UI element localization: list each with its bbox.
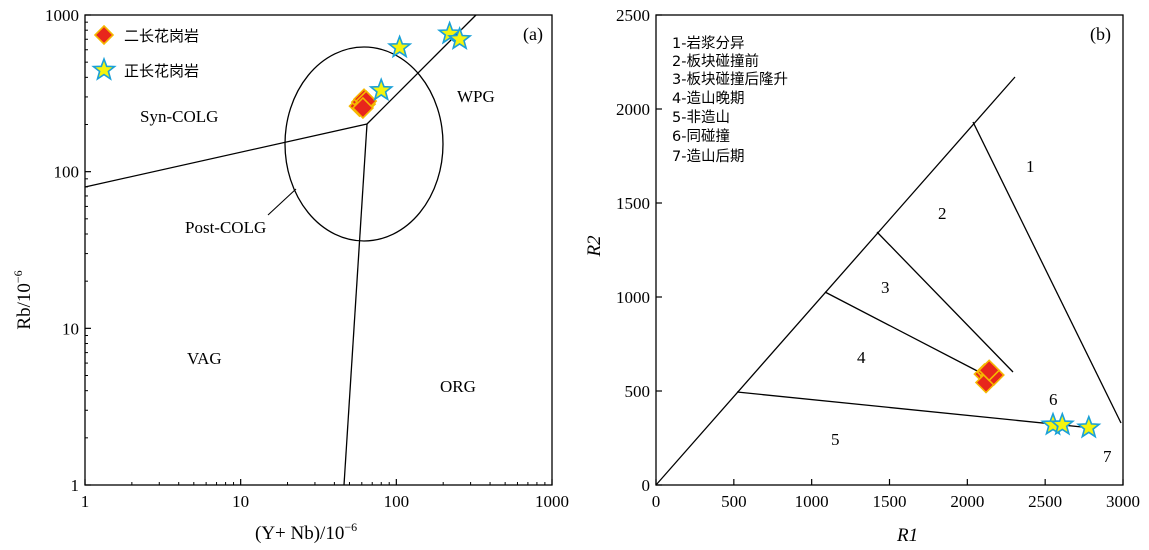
- b-xtick-label: 500: [721, 492, 747, 511]
- legend-item-1: 1-岩浆分异: [672, 34, 744, 52]
- a-xtick-label: 1000: [535, 492, 569, 511]
- a-ytick-label: 100: [54, 163, 80, 182]
- panel-b-ylabel: R2: [584, 235, 605, 258]
- panel-b-points: [973, 359, 1102, 439]
- region-syn-colg: Syn-COLG: [140, 107, 218, 126]
- b-ytick-label: 0: [642, 476, 651, 495]
- legend-diamond-marker: [93, 24, 115, 46]
- region-wpg: WPG: [457, 87, 495, 106]
- legend-item-6: 6-同碰撞: [672, 127, 730, 145]
- a-point-syenogranite: [386, 34, 413, 59]
- boundary-3-4: [824, 291, 986, 376]
- a-point-syenogranite: [436, 20, 463, 45]
- panel-a-label: (a): [523, 24, 543, 45]
- region-5: 5: [831, 430, 840, 449]
- a-ytick-label: 1: [71, 476, 80, 495]
- post-colg-leader: [267, 188, 297, 216]
- b-ytick-label: 2000: [616, 100, 650, 119]
- a-xtick-label: 10: [232, 492, 249, 511]
- region-3: 3: [881, 278, 890, 297]
- post-colg-ellipse: [284, 46, 444, 242]
- region-post-colg: Post-COLG: [185, 218, 266, 237]
- legend-syenogranite: 正长花岗岩: [124, 62, 199, 80]
- b-xtick-label: 2000: [950, 492, 984, 511]
- panel-b-legend: 1-岩浆分异 2-板块碰撞前 3-板块碰撞后隆升 4-造山晚期 5-非造山 6-…: [672, 34, 788, 165]
- a-xtick-label: 1: [81, 492, 90, 511]
- boundary-1-2: [972, 121, 1122, 424]
- b-point-syenogranite: [1076, 414, 1102, 439]
- b-ytick-label: 1000: [616, 288, 650, 307]
- panel-b-boundaries: [655, 76, 1122, 486]
- legend-item-4: 4-造山晚期: [672, 90, 744, 107]
- panel-a-ylabel: Rb/10−6: [11, 270, 35, 329]
- region-6: 6: [1049, 390, 1058, 409]
- panel-b: 0 500 1000 1500 2000 2500 3000 0 500 1000 1500 2000…: [584, 6, 1140, 546]
- panel-b-ticks: 0 500 1000 1500 2000 2500 3000 0 500 1000 1500 2000…: [616, 6, 1140, 511]
- region-7: 7: [1103, 447, 1112, 466]
- panel-a-xlabel: (Y+ Nb)/10−6: [255, 520, 357, 544]
- boundary-syncolg-vag: [84, 123, 368, 188]
- b-ytick-label: 500: [625, 382, 651, 401]
- a-xtick-label: 100: [384, 492, 410, 511]
- legend-item-2: 2-板块碰撞前: [672, 52, 759, 70]
- panel-a-points: [348, 20, 473, 120]
- region-4: 4: [857, 348, 866, 367]
- boundary-left-edge: [655, 76, 1016, 486]
- boundary-vag-org: [343, 123, 368, 486]
- b-xtick-label: 1500: [873, 492, 907, 511]
- legend-star-marker: [91, 56, 117, 81]
- panel-a-legend: 二长花岗岩 正长花岗岩: [91, 24, 199, 81]
- legend-item-3: 3-板块碰撞后隆升: [672, 70, 788, 88]
- panel-a-boundaries: [84, 14, 477, 486]
- b-ytick-label: 2500: [616, 6, 650, 25]
- b-xtick-label: 1000: [795, 492, 829, 511]
- b-point-syenogranite: [1049, 411, 1075, 436]
- panel-a: 1 10 100 1000 1 10 100 1000 Syn-COLG WPG VAG OR…: [11, 6, 569, 544]
- legend-monzogranite: 二长花岗岩: [124, 27, 199, 45]
- a-point-monzogranite: [351, 96, 375, 120]
- panel-a-frame: [84, 14, 553, 486]
- a-ytick-label: 1000: [45, 6, 79, 25]
- panel-a-ticks: 1 10 100 1000 1 10 100 1000: [45, 6, 569, 511]
- legend-item-5: 5-非造山: [672, 109, 730, 126]
- b-xtick-label: 0: [652, 492, 661, 511]
- a-ytick-label: 10: [62, 319, 79, 338]
- boundary-4-5: [736, 391, 1093, 429]
- b-point-monzogranite: [977, 359, 1001, 382]
- legend-item-7: 7-造山后期: [672, 148, 744, 165]
- region-2: 2: [938, 204, 947, 223]
- b-xtick-label: 3000: [1106, 492, 1140, 511]
- b-ytick-label: 1500: [616, 194, 650, 213]
- boundary-2-3: [876, 231, 1014, 373]
- panel-b-xlabel: R1: [896, 525, 918, 546]
- panel-b-label: (b): [1090, 24, 1111, 45]
- region-1: 1: [1026, 157, 1035, 176]
- b-xtick-label: 2500: [1028, 492, 1062, 511]
- a-point-syenogranite: [447, 26, 473, 51]
- a-point-syenogranite: [368, 77, 394, 102]
- region-vag: VAG: [187, 349, 222, 368]
- region-org: ORG: [440, 377, 476, 396]
